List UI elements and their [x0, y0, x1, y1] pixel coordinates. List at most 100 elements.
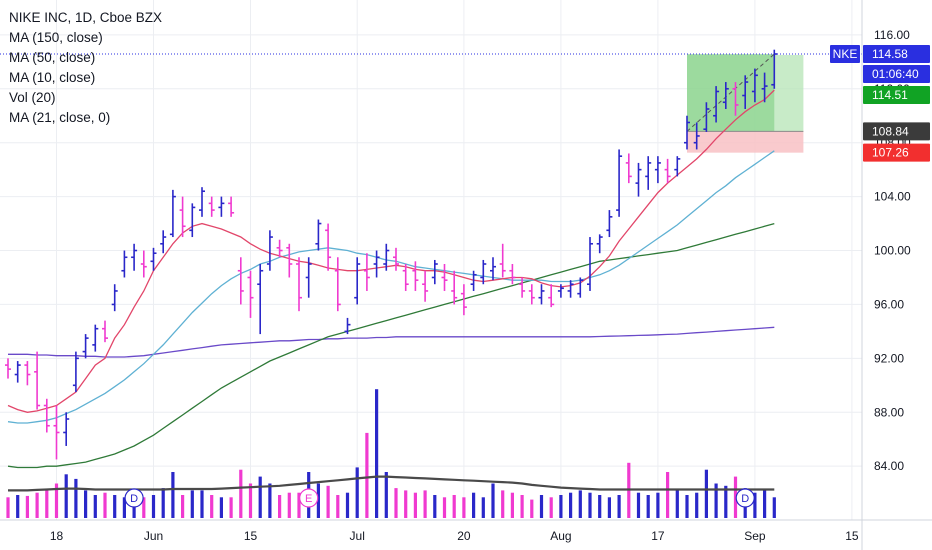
x-tick-label: Jun	[144, 529, 163, 543]
ohlc-bar	[150, 247, 157, 271]
chart-title[interactable]: NIKE INC, 1D, Cboe BZX	[9, 10, 163, 25]
volume-bar	[161, 488, 165, 518]
ohlc-bar	[577, 277, 584, 298]
x-tick-label: 20	[457, 529, 471, 543]
ohlc-bar	[625, 153, 632, 184]
chart-legend: NIKE INC, 1D, Cboe BZX MA (150, close) M…	[9, 8, 162, 128]
target-price-badge[interactable]	[863, 85, 930, 104]
volume-bar	[239, 469, 243, 518]
volume-bar	[248, 483, 253, 518]
ohlc-bar	[14, 361, 21, 383]
ohlc-bar	[34, 351, 41, 410]
ticker-badge[interactable]	[830, 45, 860, 64]
volume-bar	[530, 499, 534, 518]
ma10-line	[7, 89, 775, 413]
dividend-marker-label[interactable]: D	[741, 493, 749, 505]
ohlc-bar	[431, 259, 438, 285]
volume-bar	[268, 483, 272, 518]
volume-bar	[74, 478, 78, 518]
ohlc-bar	[305, 257, 312, 298]
volume-bar	[646, 495, 650, 518]
earnings-marker[interactable]	[299, 488, 319, 508]
legend-ma10[interactable]: MA (10, close)	[9, 70, 96, 85]
ohlc-bar	[703, 102, 710, 132]
legend-ma150[interactable]: MA (150, close)	[9, 30, 103, 45]
volume-bar	[666, 472, 670, 518]
ohlc-bar	[490, 257, 496, 281]
volume-bar	[316, 483, 320, 518]
ohlc-bar	[751, 68, 758, 103]
volume-bar	[442, 497, 447, 518]
ohlc-bar	[606, 210, 613, 238]
ohlc-bar	[383, 243, 390, 271]
volume-bar	[481, 497, 485, 518]
ohlc-bar	[53, 405, 60, 460]
stop-price-badge-label[interactable]: 107.26	[872, 146, 909, 160]
ohlc-bar	[266, 230, 273, 271]
ohlc-bar	[693, 122, 700, 150]
legend-ma50[interactable]: MA (50, close)	[9, 50, 96, 65]
ohlc-bar	[5, 358, 11, 379]
volume-bar	[190, 490, 194, 518]
ohlc-bar	[121, 250, 128, 278]
ticker-badge-label[interactable]: NKE	[833, 47, 858, 61]
volume-bar	[45, 490, 49, 518]
volume-bar	[685, 495, 689, 518]
earnings-marker-label[interactable]: E	[305, 493, 312, 505]
volume-bar	[64, 474, 68, 518]
ohlc-bar	[140, 250, 147, 278]
dividend-marker[interactable]	[124, 488, 144, 508]
volume-bar	[113, 495, 117, 518]
y-tick-label: 92.00	[874, 351, 904, 365]
volume-bar	[452, 495, 456, 518]
entry-price-badge-label[interactable]: 108.84	[872, 124, 909, 138]
ohlc-bar	[548, 284, 555, 308]
volume-bar	[510, 492, 514, 518]
legend-vol20[interactable]: Vol (20)	[9, 90, 56, 105]
volume-bar	[695, 492, 699, 518]
ohlc-bar	[344, 317, 351, 335]
ohlc-bar	[441, 264, 448, 291]
countdown-badge[interactable]	[863, 65, 930, 84]
x-tick-label: Sep	[744, 529, 766, 543]
countdown-badge-label[interactable]: 01:06:40	[872, 67, 919, 81]
dividend-marker-label[interactable]: D	[130, 493, 138, 505]
volume-bar	[704, 469, 708, 518]
volume-bar	[200, 490, 204, 518]
volume-bar	[219, 497, 223, 518]
last-price-badge-label[interactable]: 114.58	[872, 47, 908, 61]
volume-bar	[171, 472, 175, 518]
ohlc-bar	[199, 187, 205, 217]
last-price-badge[interactable]	[863, 45, 930, 64]
ohlc-bar	[325, 223, 332, 271]
dividend-marker[interactable]	[735, 488, 755, 508]
x-tick-label: Aug	[550, 529, 571, 543]
ohlc-bar	[92, 324, 99, 352]
volume-bar	[375, 389, 379, 518]
ohlc-bar	[528, 284, 535, 305]
ma150-line	[8, 326, 775, 358]
ohlc-bar	[480, 259, 487, 285]
target-price-badge-label[interactable]: 114.51	[872, 88, 908, 102]
volume-bar	[763, 490, 767, 518]
y-tick-label: 96.00	[874, 297, 904, 311]
ohlc-bar	[722, 82, 729, 109]
legend-ma21[interactable]: MA (21, close, 0)	[9, 110, 111, 125]
volume-bar	[142, 497, 146, 518]
ohlc-bar	[596, 234, 603, 254]
ohlc-bar	[179, 196, 186, 238]
y-tick-label: 84.00	[874, 459, 904, 473]
ohlc-bar	[72, 351, 79, 393]
volume-bar	[93, 495, 97, 518]
volume-bar	[229, 497, 233, 518]
volume-bar	[103, 492, 107, 518]
stop-price-badge[interactable]	[863, 143, 930, 162]
ohlc-bar	[616, 149, 623, 217]
ohlc-bar	[771, 49, 778, 89]
entry-price-badge[interactable]	[863, 122, 930, 141]
volume-bar	[578, 490, 582, 518]
volume-bar	[355, 467, 359, 518]
ohlc-bar	[470, 270, 477, 291]
